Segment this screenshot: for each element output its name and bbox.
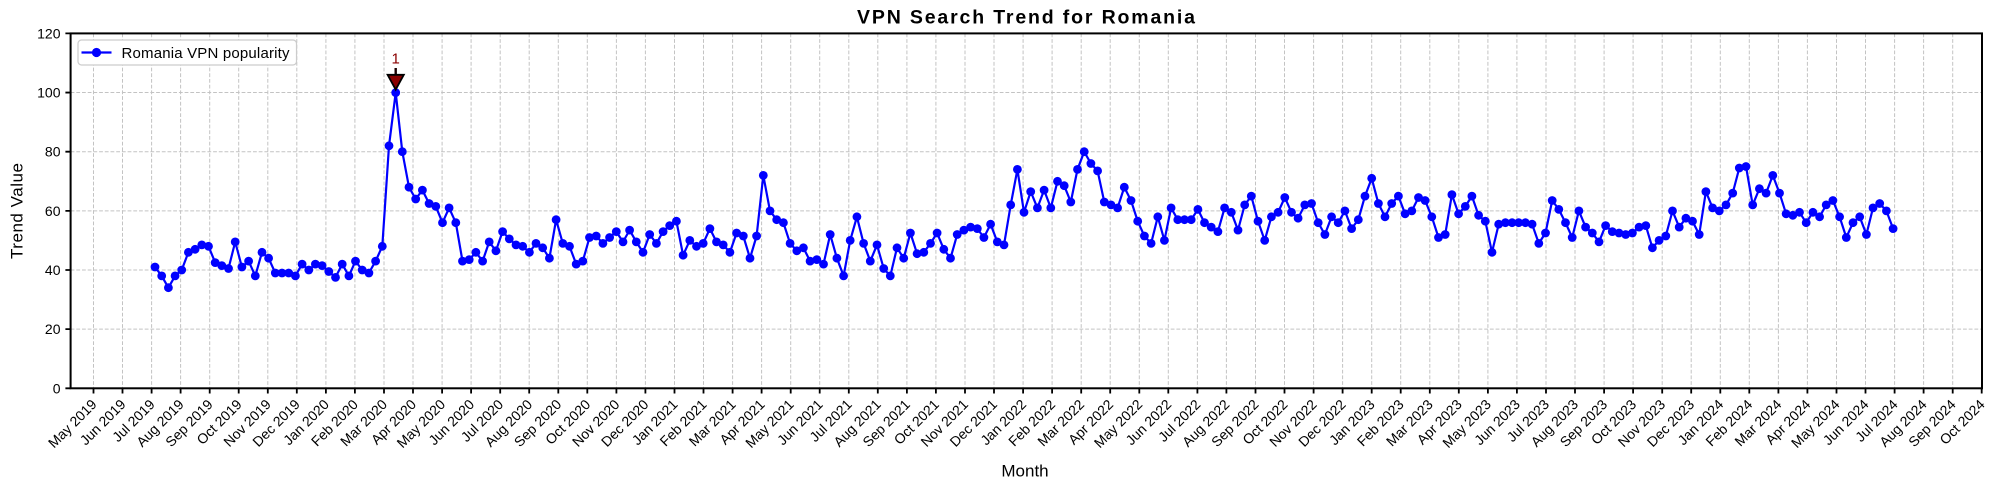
svg-text:Romania VPN popularity: Romania VPN popularity: [122, 45, 291, 62]
svg-text:Month: Month: [1001, 462, 1048, 481]
svg-text:40: 40: [45, 262, 61, 278]
svg-text:120: 120: [37, 25, 61, 41]
svg-text:20: 20: [45, 321, 61, 337]
svg-text:60: 60: [45, 203, 61, 219]
svg-text:80: 80: [45, 144, 61, 160]
svg-text:Trend Value: Trend Value: [8, 163, 27, 259]
svg-text:VPN Search Trend for Romania: VPN Search Trend for Romania: [857, 7, 1195, 29]
svg-text:1: 1: [392, 51, 400, 68]
svg-text:0: 0: [53, 380, 61, 396]
svg-text:100: 100: [37, 85, 61, 101]
